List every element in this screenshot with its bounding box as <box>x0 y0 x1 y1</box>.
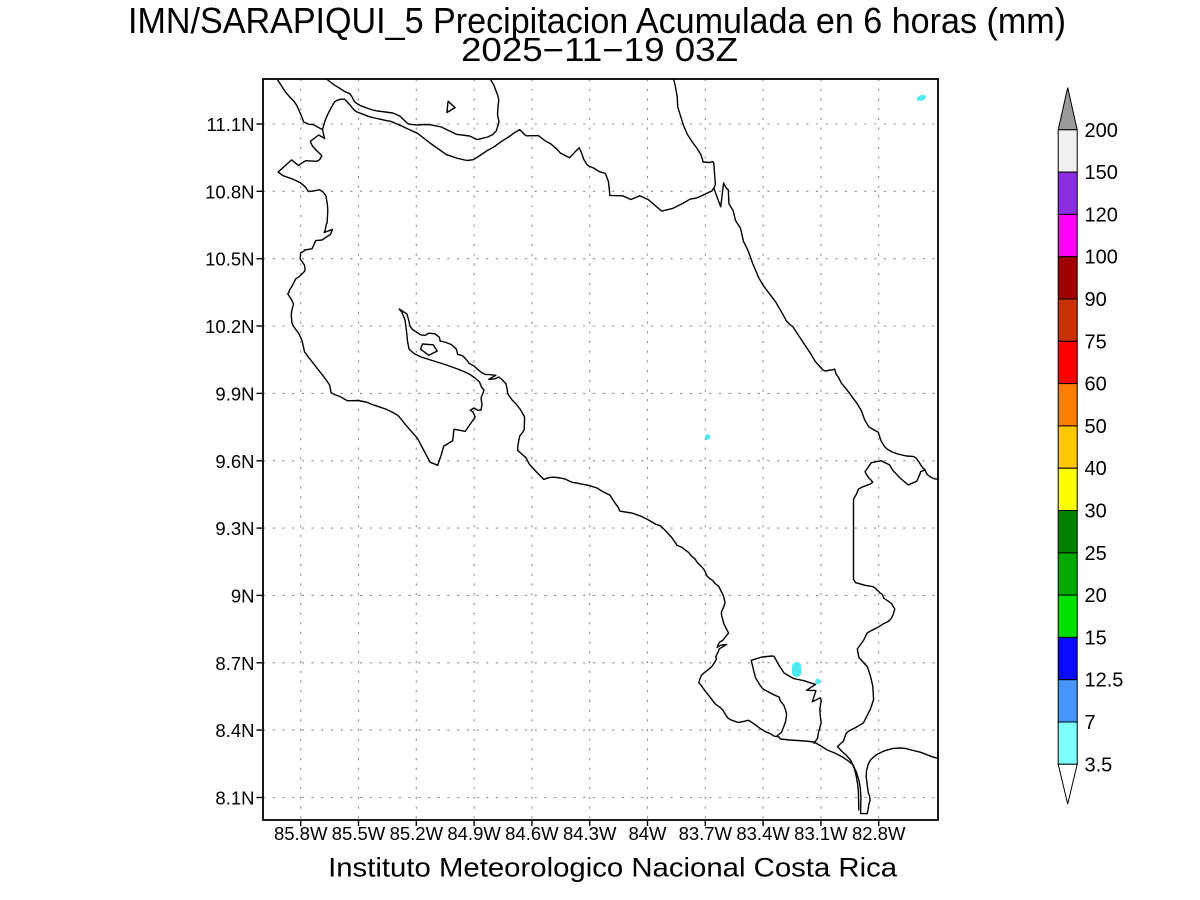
svg-text:15: 15 <box>1085 627 1107 649</box>
svg-text:83.7W: 83.7W <box>679 823 733 844</box>
svg-text:84W: 84W <box>628 823 667 844</box>
svg-text:75: 75 <box>1085 331 1107 353</box>
svg-text:9.3N: 9.3N <box>215 518 254 539</box>
svg-text:83.1W: 83.1W <box>794 823 848 844</box>
svg-text:9N: 9N <box>231 585 255 606</box>
svg-text:12.5: 12.5 <box>1085 670 1124 692</box>
svg-text:IMN/SARAPIQUI_5 Precipitacion: IMN/SARAPIQUI_5 Precipitacion Acumulada … <box>128 0 1066 41</box>
svg-text:120: 120 <box>1085 204 1118 226</box>
svg-text:82.8W: 82.8W <box>852 823 906 844</box>
svg-text:84.3W: 84.3W <box>563 823 617 844</box>
svg-text:84.9W: 84.9W <box>447 823 501 844</box>
svg-text:3.5: 3.5 <box>1085 754 1113 776</box>
svg-text:100: 100 <box>1085 247 1118 269</box>
svg-text:9.9N: 9.9N <box>215 383 254 404</box>
svg-text:20: 20 <box>1085 585 1107 607</box>
svg-text:85.2W: 85.2W <box>390 823 444 844</box>
svg-text:50: 50 <box>1085 416 1107 438</box>
svg-text:83.4W: 83.4W <box>736 823 790 844</box>
svg-text:8.4N: 8.4N <box>215 720 254 741</box>
svg-text:85.5W: 85.5W <box>332 823 386 844</box>
svg-text:25: 25 <box>1085 543 1107 565</box>
svg-text:85.8W: 85.8W <box>274 823 328 844</box>
svg-text:Instituto Meteorologico Nacion: Instituto Meteorologico Nacional Costa R… <box>328 853 898 883</box>
svg-text:10.5N: 10.5N <box>205 249 254 270</box>
svg-text:11.1N: 11.1N <box>207 114 255 135</box>
svg-text:9.6N: 9.6N <box>215 451 254 472</box>
svg-text:8.7N: 8.7N <box>215 653 254 674</box>
svg-text:7: 7 <box>1085 712 1096 734</box>
svg-text:84.6W: 84.6W <box>505 823 559 844</box>
svg-text:10.8N: 10.8N <box>205 181 254 202</box>
svg-text:30: 30 <box>1085 501 1107 523</box>
svg-text:200: 200 <box>1085 120 1118 142</box>
svg-text:2025−11−19 03Z: 2025−11−19 03Z <box>461 31 738 68</box>
svg-text:8.1N: 8.1N <box>215 788 254 809</box>
svg-text:10.2N: 10.2N <box>205 316 254 337</box>
svg-text:150: 150 <box>1085 162 1118 184</box>
svg-text:90: 90 <box>1085 289 1107 311</box>
svg-text:60: 60 <box>1085 374 1107 396</box>
svg-text:40: 40 <box>1085 458 1107 480</box>
